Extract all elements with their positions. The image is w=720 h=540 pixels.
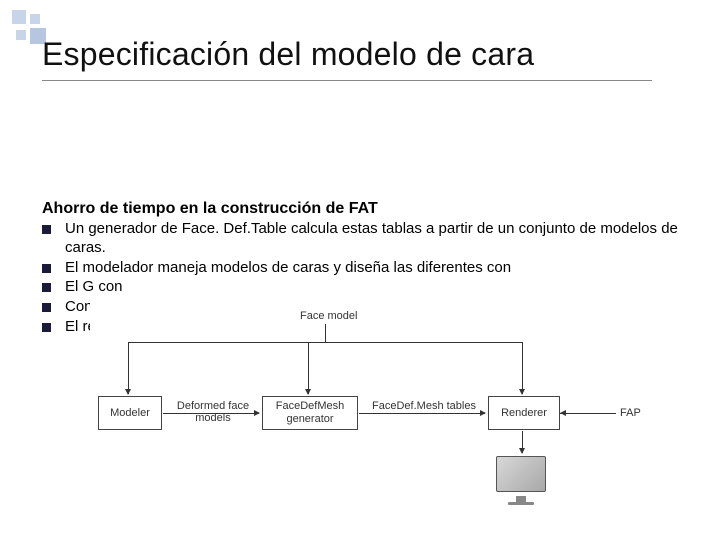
bullet-text: Un generador de Face. Def.Table calcula … — [65, 220, 678, 258]
square-bullet-icon — [42, 283, 51, 292]
diagram-node-renderer: Renderer — [488, 396, 560, 430]
diagram-edge-label: FaceDef.Mesh tables — [372, 400, 476, 412]
down-arrow-icon — [522, 431, 523, 453]
right-arrow-icon — [359, 413, 485, 414]
diagram-top-label: Face model — [300, 310, 357, 322]
square-bullet-icon — [42, 323, 51, 332]
down-arrow-icon — [308, 342, 309, 394]
page-title: Especificación del modelo de cara — [42, 36, 534, 73]
right-arrow-icon — [163, 413, 259, 414]
flow-diagram: Face model Modeler FaceDefMesh generator… — [90, 300, 670, 500]
diagram-node-modeler: Modeler — [98, 396, 162, 430]
diagram-edge-label: FAP — [620, 407, 641, 419]
monitor-icon — [496, 456, 546, 502]
down-arrow-icon — [522, 342, 523, 394]
bullet-text: El G con — [65, 278, 678, 297]
diagram-line — [560, 413, 616, 414]
list-item: El modelador maneja modelos de caras y d… — [42, 259, 678, 278]
subheading: Ahorro de tiempo en la construcción de F… — [42, 200, 678, 218]
square-bullet-icon — [42, 225, 51, 234]
node-label: FaceDefMesh generator — [267, 400, 353, 425]
down-arrow-icon — [128, 342, 129, 394]
title-underline — [42, 80, 652, 81]
list-item: Un generador de Face. Def.Table calcula … — [42, 220, 678, 258]
square-bullet-icon — [42, 303, 51, 312]
list-item: El G con — [42, 278, 678, 297]
diagram-line — [325, 324, 326, 342]
node-label: Modeler — [110, 407, 150, 420]
diagram-line — [128, 342, 522, 343]
square-bullet-icon — [42, 264, 51, 273]
diagram-node-generator: FaceDefMesh generator — [262, 396, 358, 430]
left-arrow-icon — [560, 410, 566, 416]
node-label: Renderer — [501, 407, 547, 420]
bullet-text: El modelador maneja modelos de caras y d… — [65, 259, 678, 278]
